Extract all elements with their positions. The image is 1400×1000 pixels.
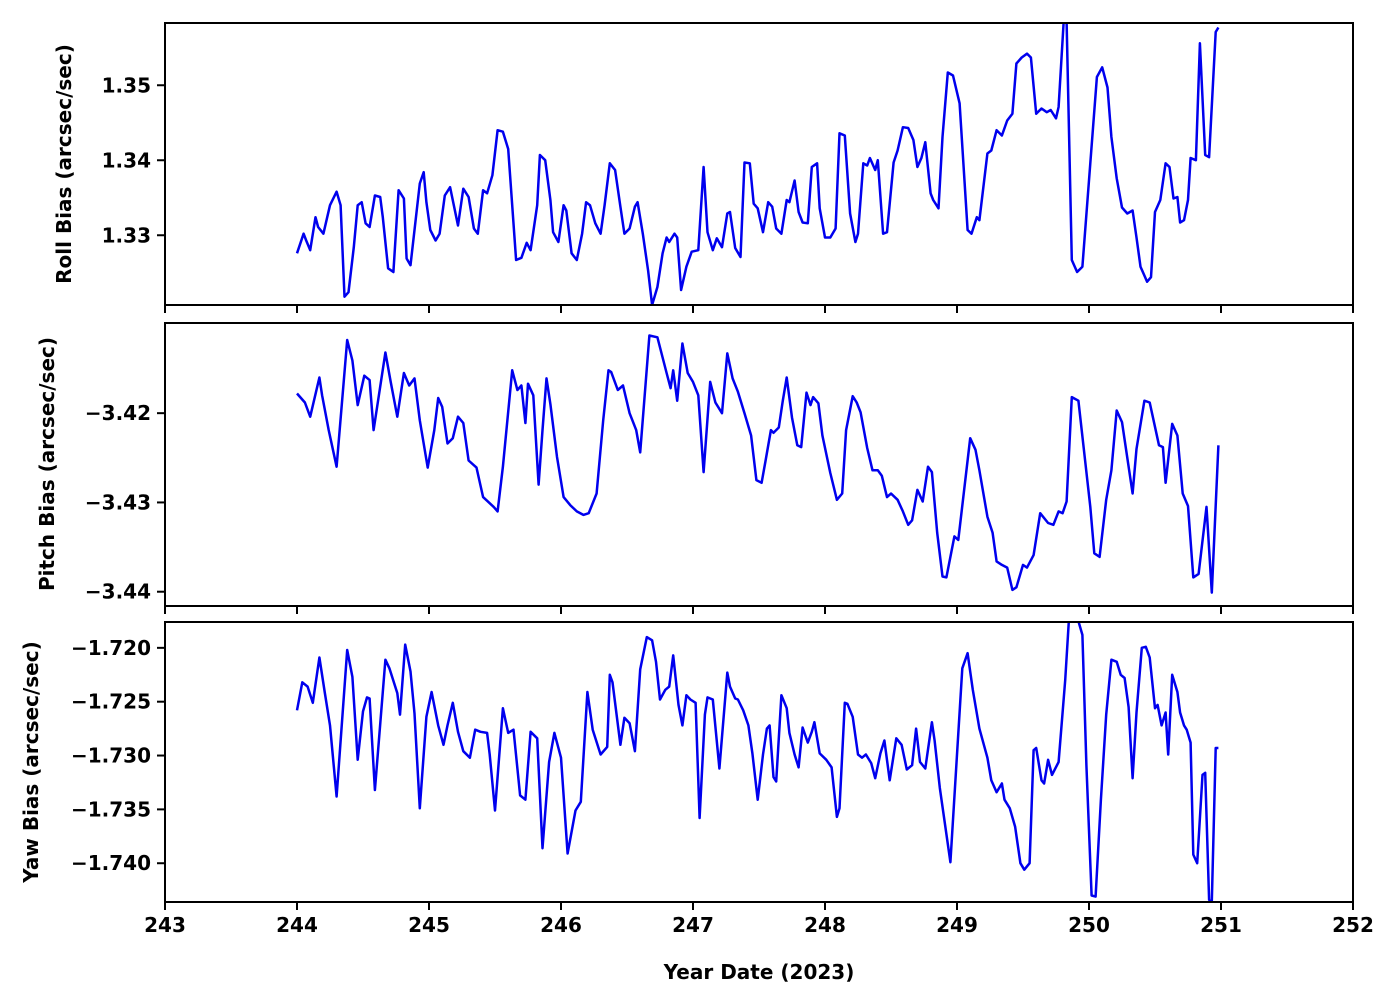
x-tick-label: 251 bbox=[1200, 913, 1242, 937]
x-tick-label: 250 bbox=[1068, 913, 1110, 937]
x-tick-label: 244 bbox=[276, 913, 318, 937]
roll-bias-ytick-label: 1.33 bbox=[102, 223, 151, 247]
x-tick-label: 248 bbox=[804, 913, 846, 937]
x-tick-label: 243 bbox=[144, 913, 186, 937]
x-tick-label: 247 bbox=[672, 913, 714, 937]
roll-bias-ytick-label: 1.34 bbox=[102, 148, 151, 172]
roll-bias-line bbox=[295, 23, 1220, 305]
pitch-bias-ytick-label: −3.43 bbox=[85, 490, 151, 514]
panel-pitch-bias: −3.44 −3.43 −3.42 bbox=[85, 322, 1354, 614]
x-tick-label: 245 bbox=[408, 913, 450, 937]
panel-yaw-bias: −1.740 −1.735 −1.730 −1.725 −1.720 243 244 245 2… bbox=[71, 621, 1374, 937]
pitch-bias-ytick-label: −3.42 bbox=[85, 401, 151, 425]
yaw-bias-ytick-label: −1.730 bbox=[71, 744, 151, 768]
yaw-bias-ytick-label: −1.720 bbox=[71, 636, 151, 660]
roll-y-axis-label: Roll Bias (arcsec/sec) bbox=[52, 44, 76, 284]
yaw-bias-frame bbox=[164, 621, 1354, 903]
x-axis-label: Year Date (2023) bbox=[663, 960, 855, 984]
x-tick-label: 249 bbox=[936, 913, 978, 937]
panel-roll-bias: 1.33 1.34 1.35 bbox=[102, 22, 1354, 313]
pitch-bias-line bbox=[296, 334, 1220, 594]
yaw-bias-ytick-label: −1.725 bbox=[71, 690, 151, 714]
yaw-bias-ytick-label: −1.735 bbox=[71, 797, 151, 821]
pitch-bias-frame bbox=[164, 322, 1354, 607]
yaw-y-axis-label: Yaw Bias (arcsec/sec) bbox=[19, 641, 43, 883]
x-tick-label: 252 bbox=[1332, 913, 1374, 937]
roll-bias-frame bbox=[164, 22, 1354, 306]
roll-bias-ytick-label: 1.35 bbox=[102, 73, 151, 97]
yaw-bias-ytick-label: −1.740 bbox=[71, 851, 151, 875]
pitch-bias-ytick-label: −3.44 bbox=[85, 580, 151, 604]
x-tick-label: 246 bbox=[540, 913, 582, 937]
pitch-y-axis-label: Pitch Bias (arcsec/sec) bbox=[35, 336, 59, 592]
yaw-bias-line bbox=[295, 622, 1219, 902]
